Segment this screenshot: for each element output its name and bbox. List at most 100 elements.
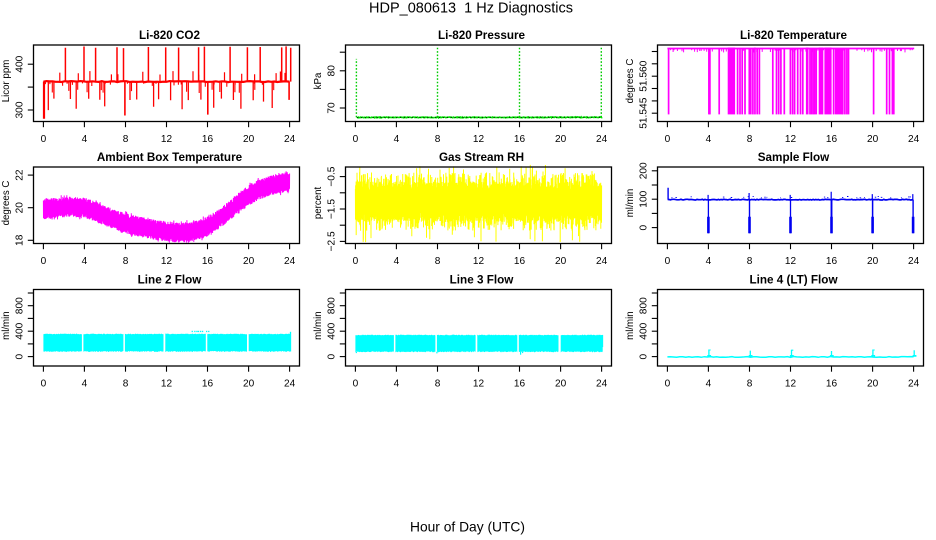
svg-text:20: 20	[243, 134, 255, 145]
svg-text:Gas Stream RH: Gas Stream RH	[439, 151, 524, 164]
svg-text:20: 20	[555, 379, 567, 390]
svg-text:Li-820 Temperature: Li-820 Temperature	[740, 29, 847, 42]
svg-text:12: 12	[473, 256, 485, 267]
svg-text:8: 8	[123, 256, 129, 267]
svg-text:0: 0	[353, 379, 359, 390]
svg-text:22: 22	[15, 169, 26, 181]
svg-text:HDP_080613 1 Hz Diagnostics: HDP_080613 1 Hz Diagnostics	[369, 1, 573, 17]
svg-text:4: 4	[394, 379, 400, 390]
svg-text:4: 4	[706, 134, 712, 145]
svg-text:0: 0	[41, 256, 47, 267]
svg-text:−0.5: −0.5	[327, 166, 338, 186]
svg-text:4: 4	[706, 379, 712, 390]
svg-text:ml/min: ml/min	[625, 189, 636, 218]
svg-text:16: 16	[202, 379, 214, 390]
svg-text:8: 8	[435, 256, 441, 267]
svg-text:12: 12	[785, 134, 797, 145]
svg-text:8: 8	[435, 134, 441, 145]
svg-text:0: 0	[353, 134, 359, 145]
svg-text:0: 0	[41, 134, 47, 145]
svg-text:24: 24	[596, 379, 608, 390]
svg-text:8: 8	[435, 379, 441, 390]
svg-text:16: 16	[514, 134, 526, 145]
svg-text:24: 24	[284, 379, 296, 390]
svg-text:12: 12	[785, 379, 797, 390]
svg-text:200: 200	[639, 162, 650, 179]
svg-text:4: 4	[706, 256, 712, 267]
svg-text:4: 4	[82, 256, 88, 267]
svg-text:0: 0	[639, 224, 650, 230]
svg-text:24: 24	[596, 256, 608, 267]
svg-text:0: 0	[665, 379, 671, 390]
svg-text:24: 24	[908, 256, 920, 267]
svg-text:4: 4	[82, 134, 88, 145]
svg-text:20: 20	[555, 256, 567, 267]
svg-text:20: 20	[243, 379, 255, 390]
svg-text:0: 0	[353, 256, 359, 267]
svg-text:percent: percent	[313, 187, 324, 220]
svg-text:400: 400	[15, 55, 26, 72]
svg-text:8: 8	[747, 134, 753, 145]
svg-text:400: 400	[15, 322, 26, 339]
svg-text:Hour of Day (UTC): Hour of Day (UTC)	[410, 519, 525, 534]
svg-text:Line 2 Flow: Line 2 Flow	[138, 274, 203, 287]
svg-text:51.545: 51.545	[639, 97, 650, 128]
svg-text:12: 12	[161, 379, 173, 390]
svg-text:8: 8	[123, 379, 129, 390]
svg-text:300: 300	[15, 101, 26, 118]
svg-text:24: 24	[596, 134, 608, 145]
svg-text:ml/min: ml/min	[625, 311, 636, 340]
svg-text:16: 16	[826, 379, 838, 390]
svg-text:16: 16	[514, 256, 526, 267]
svg-text:20: 20	[867, 379, 879, 390]
svg-text:0: 0	[639, 353, 650, 359]
svg-text:ml/min: ml/min	[313, 311, 324, 340]
svg-text:Ambient Box Temperature: Ambient Box Temperature	[97, 151, 243, 164]
svg-text:12: 12	[473, 134, 485, 145]
svg-text:400: 400	[327, 322, 338, 339]
svg-text:kPa: kPa	[313, 72, 324, 89]
svg-text:800: 800	[639, 297, 650, 314]
svg-text:Line 3 Flow: Line 3 Flow	[450, 274, 515, 287]
svg-text:Sample Flow: Sample Flow	[758, 151, 830, 164]
svg-text:24: 24	[908, 379, 920, 390]
svg-text:Licor ppm: Licor ppm	[1, 60, 12, 103]
svg-text:20: 20	[15, 202, 26, 214]
svg-text:20: 20	[243, 256, 255, 267]
svg-text:12: 12	[785, 256, 797, 267]
svg-text:ml/min: ml/min	[1, 311, 12, 340]
svg-text:8: 8	[747, 379, 753, 390]
svg-text:20: 20	[867, 134, 879, 145]
svg-text:8: 8	[123, 134, 129, 145]
svg-text:24: 24	[284, 256, 296, 267]
svg-text:Li-820 Pressure: Li-820 Pressure	[438, 29, 526, 42]
svg-text:100: 100	[639, 190, 650, 207]
svg-text:8: 8	[747, 256, 753, 267]
svg-text:−2.5: −2.5	[327, 231, 338, 251]
svg-text:80: 80	[327, 65, 338, 77]
svg-text:−1.5: −1.5	[327, 199, 338, 219]
svg-text:24: 24	[284, 134, 296, 145]
svg-text:0: 0	[41, 379, 47, 390]
svg-text:12: 12	[473, 379, 485, 390]
svg-text:0: 0	[665, 256, 671, 267]
svg-text:0: 0	[327, 353, 338, 359]
svg-text:degrees C: degrees C	[625, 59, 636, 104]
svg-text:16: 16	[826, 256, 838, 267]
svg-text:Li-820 CO2: Li-820 CO2	[139, 29, 201, 42]
svg-text:16: 16	[514, 379, 526, 390]
svg-text:16: 16	[202, 256, 214, 267]
svg-text:16: 16	[826, 134, 838, 145]
svg-text:0: 0	[665, 134, 671, 145]
svg-text:18: 18	[15, 234, 26, 246]
svg-text:degrees C: degrees C	[1, 181, 12, 226]
svg-text:800: 800	[15, 297, 26, 314]
svg-text:12: 12	[161, 256, 173, 267]
svg-text:51.560: 51.560	[639, 60, 650, 91]
svg-text:4: 4	[394, 134, 400, 145]
svg-text:20: 20	[867, 256, 879, 267]
svg-text:4: 4	[394, 256, 400, 267]
svg-text:20: 20	[555, 134, 567, 145]
svg-text:70: 70	[327, 102, 338, 114]
svg-text:16: 16	[202, 134, 214, 145]
